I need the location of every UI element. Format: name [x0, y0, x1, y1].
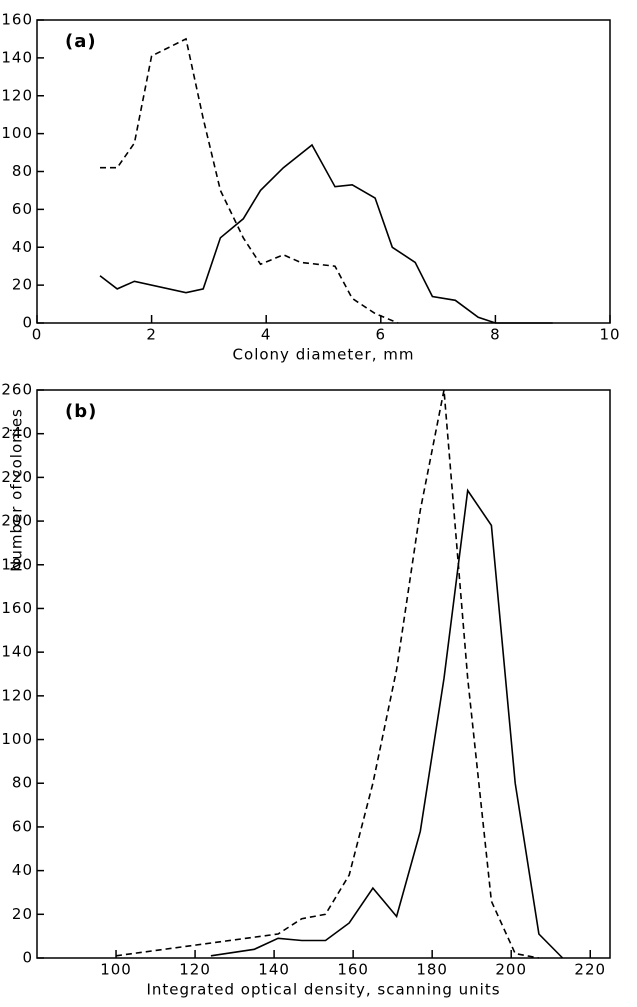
- y-tick-label: 40: [12, 238, 33, 256]
- y-tick-label: 140: [1, 643, 33, 661]
- plot-frame: [36, 389, 611, 959]
- y-tick-label: 220: [1, 468, 33, 486]
- data-line: [210, 488, 564, 959]
- x-tick-label: 2: [146, 326, 157, 344]
- x-tick-label: 4: [261, 326, 272, 344]
- x-tick-label: 10: [599, 326, 620, 344]
- y-tick-label: 60: [12, 200, 33, 218]
- y-tick-label: 140: [1, 48, 33, 66]
- y-tick-label: 120: [1, 86, 33, 104]
- y-tick-label: 120: [1, 686, 33, 704]
- data-line: [115, 389, 540, 959]
- y-tick-label: 0: [22, 949, 33, 967]
- panel-label: (a): [65, 31, 97, 52]
- y-tick-label: 40: [12, 861, 33, 879]
- data-line: [99, 143, 553, 324]
- y-tick-label: 20: [12, 276, 33, 294]
- y-tick-label: 80: [12, 162, 33, 180]
- y-tick-label: 200: [1, 512, 33, 530]
- y-tick-label: 100: [1, 124, 33, 142]
- x-tick-label: 140: [258, 961, 290, 979]
- x-tick-label: 160: [337, 961, 369, 979]
- y-tick-label: 160: [1, 599, 33, 617]
- y-tick-label: 80: [12, 774, 33, 792]
- x-tick-label: 0: [32, 326, 43, 344]
- x-axis-label: Colony diameter, mm: [233, 346, 415, 364]
- x-tick-label: 200: [495, 961, 527, 979]
- x-tick-label: 180: [416, 961, 448, 979]
- data-line: [100, 37, 399, 324]
- y-tick-label: 160: [1, 11, 33, 29]
- y-tick-label: 240: [1, 424, 33, 442]
- x-tick-label: 120: [179, 961, 211, 979]
- y-tick-label: 100: [1, 730, 33, 748]
- y-axis-label: Number of colonies: [8, 408, 26, 572]
- y-tick-label: 60: [12, 817, 33, 835]
- y-tick-label: 20: [12, 905, 33, 923]
- x-tick-label: 8: [490, 326, 501, 344]
- x-tick-label: 220: [574, 961, 606, 979]
- y-tick-label: 180: [1, 555, 33, 573]
- plot-frame: [36, 19, 611, 324]
- y-tick-label: 260: [1, 381, 33, 399]
- x-axis-label: Integrated optical density, scanning uni…: [146, 981, 500, 999]
- panel-label: (b): [65, 401, 97, 422]
- x-tick-label: 100: [100, 961, 132, 979]
- y-tick-label: 0: [22, 314, 33, 332]
- x-tick-label: 6: [376, 326, 387, 344]
